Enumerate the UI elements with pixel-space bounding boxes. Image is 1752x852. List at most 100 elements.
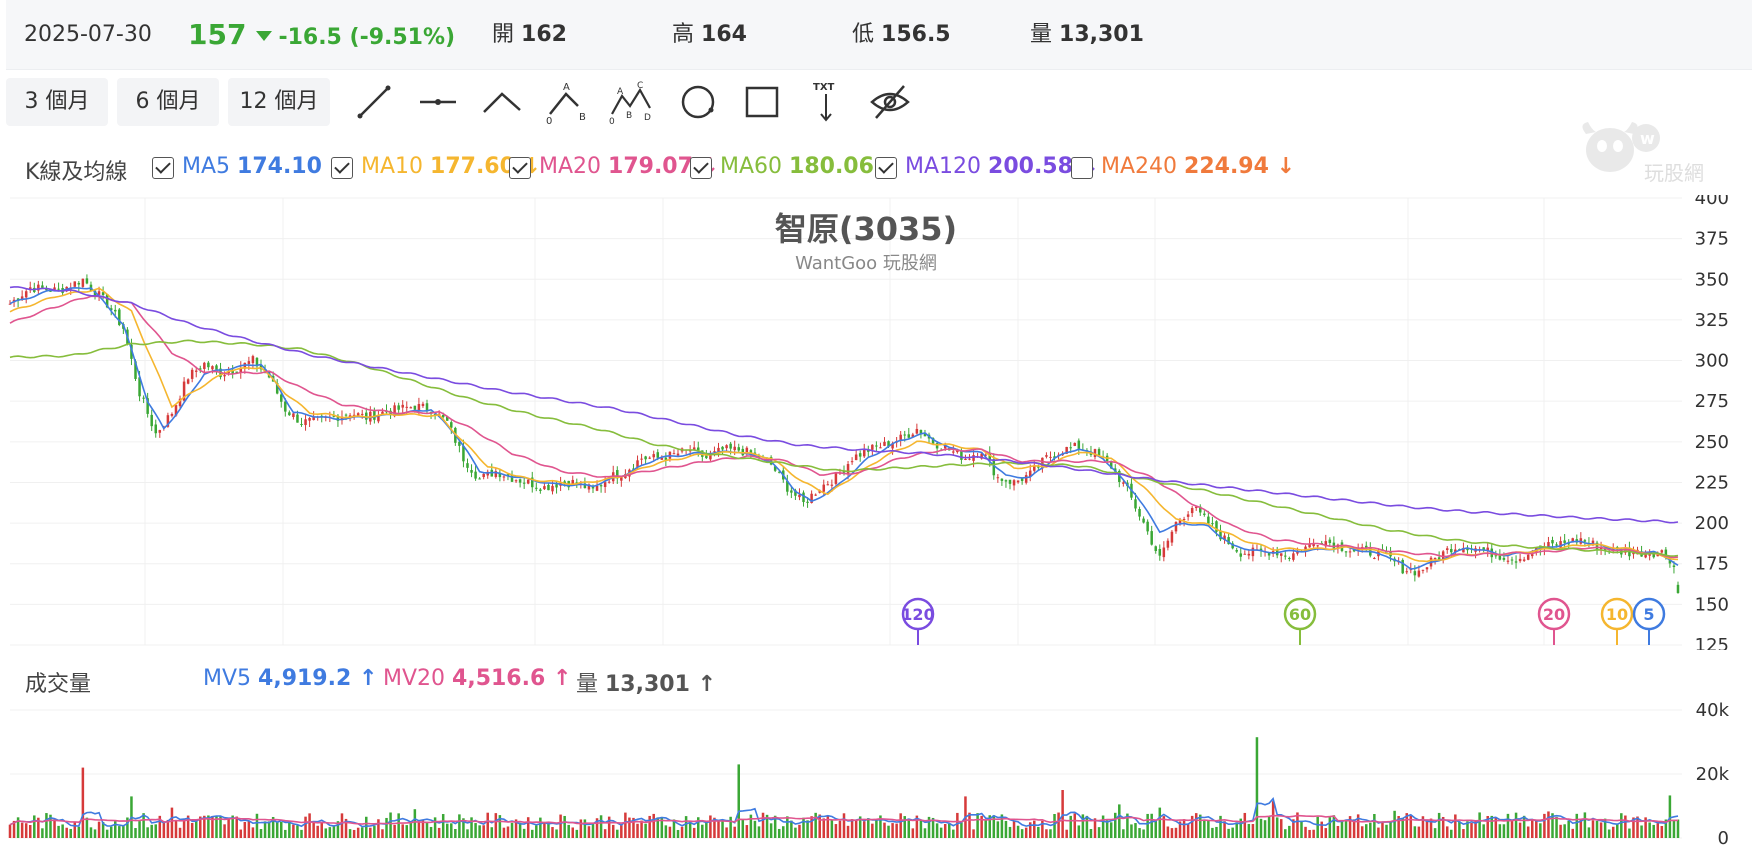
abcd-pattern-tool-icon[interactable]: A C 0 B D	[608, 80, 652, 124]
volume-bar	[316, 825, 319, 838]
volume-bar	[109, 826, 113, 838]
text-tool-icon[interactable]: TXT	[804, 80, 848, 124]
candle-body	[1243, 553, 1247, 555]
candle-body	[871, 444, 874, 450]
candle-body	[1259, 548, 1263, 551]
volume-bar	[385, 817, 388, 838]
candle-body	[1454, 549, 1457, 553]
volume-bar	[1579, 818, 1583, 838]
ma-line-ma20	[9, 295, 1679, 559]
volume-bar	[810, 816, 813, 838]
volume-bar	[65, 827, 68, 838]
period-12m-button[interactable]: 12 個月	[228, 78, 330, 126]
volume-bar	[1454, 814, 1457, 838]
volume-bar	[931, 817, 935, 838]
candle-body	[1186, 514, 1190, 517]
volume-bar	[984, 819, 987, 838]
ma-checkbox-ma5[interactable]	[152, 157, 174, 179]
ma-cross-marker-120: 120	[901, 597, 935, 645]
candle-body	[308, 418, 311, 421]
candle-body	[1215, 521, 1218, 532]
candle-body	[725, 445, 728, 449]
candle-body	[539, 489, 542, 491]
volume-bar	[401, 824, 404, 838]
volume-bar	[1057, 812, 1060, 838]
candle-body	[737, 447, 740, 451]
volume-bar	[684, 816, 688, 838]
volume-bar	[640, 820, 643, 838]
candlestick-chart[interactable]: 400 375 350 325 300 275 250 225 200 175 150 125 智原(…	[0, 195, 1752, 650]
candle-body	[862, 449, 866, 457]
volume-bar	[474, 823, 477, 838]
candle-body	[1199, 506, 1202, 513]
ma-legend-ma20: MA20 179.07 ↓	[539, 154, 719, 179]
candle-body	[688, 450, 692, 452]
abc-pattern-tool-icon[interactable]: A 0 B	[544, 80, 588, 124]
ma-checkbox-ma10[interactable]	[331, 157, 353, 179]
candle-body	[1211, 523, 1214, 525]
ma-checkbox-ma60[interactable]	[690, 157, 712, 179]
volume-bar	[786, 816, 789, 838]
candle-body	[595, 485, 599, 491]
candle-body	[1644, 553, 1647, 558]
ma-checkbox-ma120[interactable]	[875, 157, 897, 179]
ma-checkbox-ma240[interactable]	[1071, 157, 1093, 179]
circle-tool-icon[interactable]	[676, 80, 720, 124]
volume-bar	[8, 824, 12, 838]
horizontal-line-tool-icon[interactable]	[416, 80, 460, 124]
period-6m-button[interactable]: 6 個月	[117, 78, 219, 126]
volume-bar	[636, 823, 639, 838]
volume-bar	[1632, 817, 1635, 838]
line-tool-icon[interactable]	[352, 80, 396, 124]
volume-bar	[162, 821, 166, 838]
ma-checkbox-ma20[interactable]	[509, 157, 531, 179]
candle-body	[984, 454, 987, 456]
volume-bar	[1652, 824, 1655, 838]
volume-bar	[1373, 814, 1376, 838]
ma-value: 200.58	[988, 154, 1073, 179]
candle-body	[733, 446, 736, 451]
candle-body	[1284, 555, 1287, 557]
volume-bar	[563, 815, 566, 838]
candle-body	[498, 472, 502, 478]
hide-drawings-icon[interactable]	[868, 80, 912, 124]
volume-bar	[972, 829, 975, 838]
rectangle-tool-icon[interactable]	[740, 80, 784, 124]
volume-bar	[1279, 819, 1283, 838]
candle-body	[992, 459, 996, 476]
volume-bar	[749, 814, 753, 838]
volume-bar	[494, 813, 498, 838]
period-3m-button[interactable]: 3 個月	[6, 78, 108, 126]
volume-bar	[956, 812, 959, 838]
candle-body	[1016, 480, 1020, 483]
vol-legend-0: MV5 4,919.2 ↑	[203, 666, 377, 691]
volume-bar	[1413, 826, 1417, 838]
vol-legend-2: 量 13,301 ↑	[576, 666, 716, 698]
candle-body	[1676, 584, 1680, 593]
svg-text:B: B	[579, 112, 586, 123]
volume-bar	[243, 822, 247, 838]
volume-bar	[1405, 813, 1409, 838]
candle-body	[887, 441, 890, 447]
volume-bar	[101, 822, 105, 838]
candle-body	[587, 484, 591, 490]
candle-body	[85, 278, 89, 284]
volume-bar	[1620, 813, 1623, 838]
volume-bar	[923, 828, 927, 838]
marker-circle	[1283, 597, 1317, 631]
volume-bar	[1587, 827, 1591, 838]
angle-tool-icon[interactable]	[480, 80, 524, 124]
candle-body	[97, 291, 101, 295]
volume-bar	[1118, 804, 1121, 838]
volume-bar	[1093, 818, 1097, 838]
volume-bar	[960, 822, 963, 838]
volume-bar	[1648, 822, 1651, 838]
volume-chart[interactable]: 40k 20k 0	[0, 700, 1752, 852]
volume-bar	[1510, 820, 1514, 838]
down-triangle-icon	[256, 31, 273, 41]
volume-bar	[737, 764, 740, 838]
candle-body	[1462, 547, 1465, 553]
volume-bar	[1203, 820, 1206, 838]
candle-body	[846, 464, 850, 475]
candle-body	[1506, 560, 1510, 562]
